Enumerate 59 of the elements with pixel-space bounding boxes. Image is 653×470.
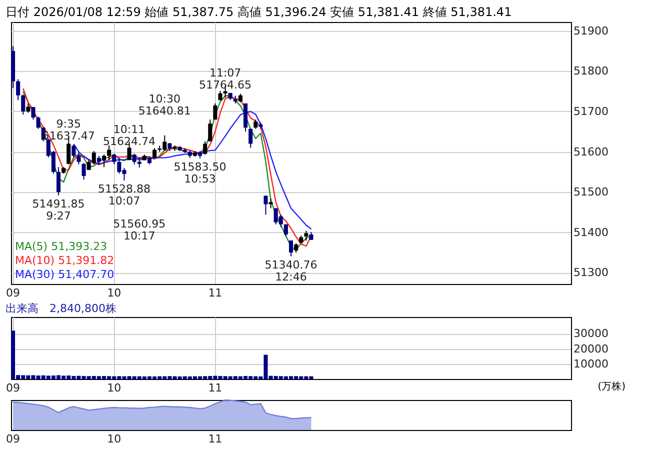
candlestick bbox=[112, 153, 116, 165]
x-tick-label: 09 bbox=[6, 286, 20, 300]
text: 10:30 51640.81 bbox=[138, 92, 191, 118]
candlestick bbox=[76, 152, 81, 165]
text: MA(5) 51,393.23 bbox=[15, 240, 108, 253]
candlestick bbox=[102, 154, 106, 168]
x-tick-label: 10 bbox=[107, 382, 122, 394]
candlestick bbox=[268, 198, 273, 209]
text: MA(30) 51,407.70 bbox=[15, 268, 114, 281]
candlestick bbox=[16, 78, 20, 101]
candlestick bbox=[31, 106, 36, 120]
y-tick-label: 51700 bbox=[574, 104, 608, 118]
y-tick-label: 30000 bbox=[574, 327, 608, 340]
candlestick bbox=[56, 166, 61, 196]
candlestick bbox=[254, 119, 258, 130]
candlestick bbox=[82, 162, 86, 180]
candlestick bbox=[264, 195, 268, 216]
candlestick bbox=[36, 116, 40, 130]
candlestick bbox=[21, 94, 26, 116]
candlestick bbox=[288, 240, 294, 257]
candlestick bbox=[152, 148, 157, 158]
x-tick-label: 10 bbox=[107, 432, 122, 446]
y-axis-title: (万株) bbox=[598, 380, 626, 392]
candlestick bbox=[213, 102, 218, 120]
text: 11:07 51764.65 bbox=[199, 66, 252, 92]
candlestick bbox=[284, 224, 288, 237]
candlestick bbox=[208, 119, 212, 142]
y-tick-label: 51600 bbox=[574, 145, 608, 158]
chart-title: 日付 2026/01/08 12:59 始値 51,387.75 高値 51,396.24 安値 51,381.41 終値 51,381.41 bbox=[6, 5, 512, 19]
y-tick-label: 20000 bbox=[574, 342, 608, 356]
text: 51583.50 10:53 bbox=[174, 160, 226, 186]
y-tick-label: 10000 bbox=[574, 357, 608, 370]
x-tick-label: 10 bbox=[107, 286, 122, 300]
text: 51560.95 10:17 bbox=[113, 218, 166, 243]
x-tick-label: 11 bbox=[208, 382, 222, 394]
candlestick bbox=[132, 153, 136, 165]
candlestick bbox=[26, 102, 30, 114]
y-tick-label: 51300 bbox=[574, 266, 608, 280]
candlestick bbox=[72, 144, 76, 158]
x-tick-label: 11 bbox=[208, 432, 222, 446]
candlestick bbox=[294, 242, 298, 254]
y-tick-label: 51800 bbox=[574, 64, 608, 78]
x-tick-label: 11 bbox=[208, 286, 222, 300]
candlestick bbox=[248, 128, 253, 148]
y-tick-label: 51400 bbox=[574, 226, 608, 239]
candlestick bbox=[203, 140, 208, 156]
x-tick-label: 09 bbox=[6, 382, 20, 394]
candlestick bbox=[107, 144, 112, 161]
y-tick-label: 51500 bbox=[574, 186, 608, 199]
y-tick-label: 51900 bbox=[574, 24, 608, 38]
chart-title: 出来高 2,840,800株 bbox=[6, 302, 117, 315]
text: 10:11 51624.74 bbox=[103, 122, 156, 148]
text: 51340.76 12:46 bbox=[264, 258, 318, 284]
candlestick bbox=[137, 157, 142, 168]
text: 51528.88 10:07 bbox=[98, 182, 150, 208]
text: MA(10) 51,391.82 bbox=[15, 254, 114, 267]
x-tick-label: 09 bbox=[6, 432, 20, 446]
text: 51491.85 9:27 bbox=[32, 197, 85, 222]
candlestick bbox=[304, 230, 308, 241]
